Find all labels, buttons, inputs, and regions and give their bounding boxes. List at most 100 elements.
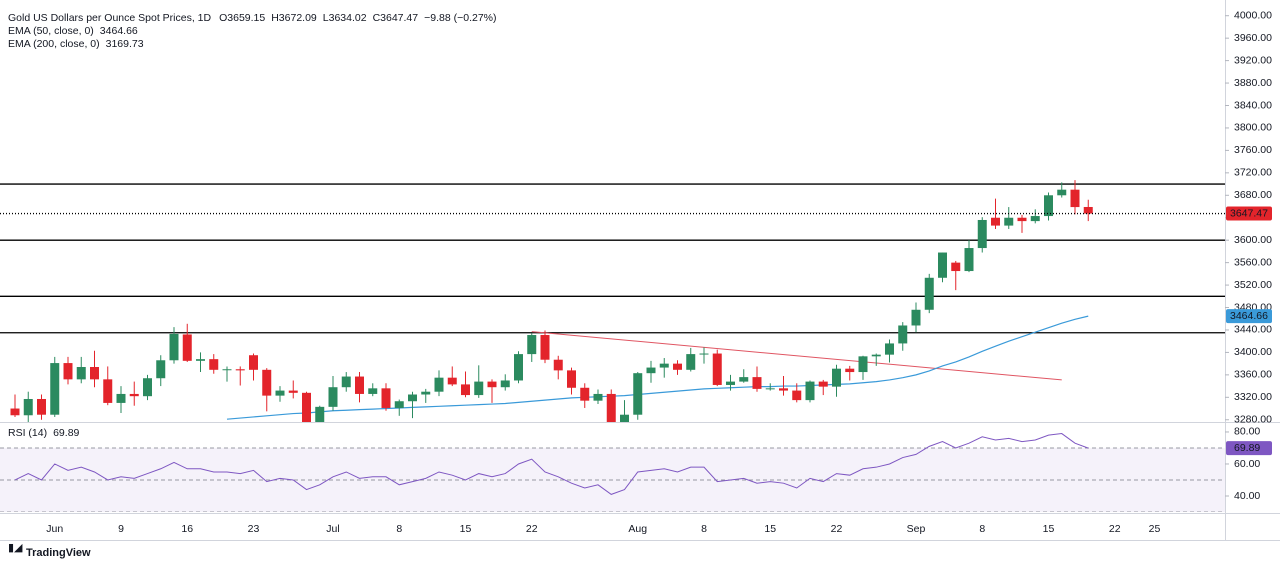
indicator-name: EMA (200, close, 0) <box>8 38 100 50</box>
candle-body <box>381 388 391 408</box>
x-tick-label: 8 <box>701 523 707 535</box>
candle-body <box>726 381 735 385</box>
candle-body <box>805 381 815 401</box>
y-tick-label: 3560.00 <box>1234 256 1272 268</box>
ohlc-value: C3647.47 <box>373 12 419 24</box>
x-tick-label: 9 <box>118 523 124 535</box>
candle-body <box>898 325 908 344</box>
candle-body <box>182 334 192 361</box>
price-tag <box>1226 309 1272 324</box>
candle-body <box>487 381 497 388</box>
candle-body <box>103 379 113 403</box>
candle-body <box>461 384 470 396</box>
candle-body <box>156 360 166 379</box>
candle-body <box>951 262 961 272</box>
candle-body <box>1044 195 1053 217</box>
x-tick-label: 16 <box>181 523 193 535</box>
candle-body <box>447 377 457 385</box>
ohlc-value: L3634.02 <box>323 12 367 24</box>
y-tick-label: 3720.00 <box>1234 167 1272 179</box>
candle-body <box>779 388 788 391</box>
candle-body <box>222 369 232 371</box>
x-tick-label: Jul <box>326 523 339 535</box>
candle-body <box>553 359 563 371</box>
candle-body <box>792 390 802 401</box>
candle-body <box>355 376 364 394</box>
x-tick-label: 22 <box>526 523 538 535</box>
candle-body <box>540 335 550 360</box>
candle-body <box>620 414 629 422</box>
candle-body <box>938 252 947 278</box>
y-tick-label: 3840.00 <box>1234 99 1272 111</box>
candle-body <box>765 388 775 390</box>
candle-body <box>328 387 338 407</box>
candle-body <box>434 377 444 392</box>
x-tick-label: 8 <box>979 523 985 535</box>
y-tick-label: 3320.00 <box>1234 391 1272 403</box>
rsi-y-tick-label: 60.00 <box>1234 458 1260 470</box>
x-tick-label: 25 <box>1149 523 1161 535</box>
trendline <box>531 331 1062 381</box>
candle-body <box>686 354 696 370</box>
candle-body <box>606 393 616 422</box>
x-tick-label: Sep <box>907 523 926 535</box>
candle-body <box>315 406 325 422</box>
candle-body <box>712 353 722 385</box>
candle-body <box>514 354 523 381</box>
price-tag-label: 3464.66 <box>1230 310 1268 322</box>
candle-body <box>964 248 974 272</box>
candle-body <box>116 393 126 403</box>
candle-body <box>858 356 868 373</box>
y-tick-label: 3520.00 <box>1234 279 1272 291</box>
candle-body <box>1030 216 1040 222</box>
axes: 3280.003320.003360.003400.003440.003480.… <box>46 9 1272 534</box>
y-tick-label: 4000.00 <box>1234 9 1272 21</box>
y-tick-label: 3880.00 <box>1234 77 1272 89</box>
candle-body <box>752 377 762 389</box>
candle-body <box>50 363 60 415</box>
candle-body <box>646 367 656 374</box>
candle-body <box>924 277 934 310</box>
candle-body <box>63 363 73 380</box>
candle-body <box>394 401 404 408</box>
candle-body <box>169 333 179 361</box>
x-tick-label: 15 <box>1043 523 1055 535</box>
x-tick-label: 22 <box>831 523 843 535</box>
y-tick-label: 3360.00 <box>1234 369 1272 381</box>
x-tick-label: 8 <box>396 523 402 535</box>
candle-body <box>1017 217 1027 222</box>
candle-body <box>1083 206 1093 214</box>
rsi-y-tick-label: 80.00 <box>1234 426 1260 438</box>
ema-line <box>226 315 1089 420</box>
candle-body <box>593 393 603 401</box>
chart-title: Gold US Dollars per Ounce Spot Prices, 1… <box>8 12 212 24</box>
candle-body <box>302 392 311 422</box>
candle-body <box>739 377 749 382</box>
candle-body <box>474 381 484 396</box>
rsi-line <box>14 433 1089 495</box>
y-tick-label: 3440.00 <box>1234 324 1272 336</box>
ohlc-value: H3672.09 <box>271 12 317 24</box>
candle-body <box>249 355 258 370</box>
candle-body <box>37 398 46 415</box>
candle-body <box>633 373 643 415</box>
x-tick-label: 22 <box>1109 523 1121 535</box>
rsi-value: 69.89 <box>53 427 79 439</box>
candle-body <box>527 335 537 355</box>
candle-body <box>699 353 709 355</box>
candle-body <box>818 381 828 387</box>
candle-body <box>10 408 20 416</box>
y-tick-label: 3800.00 <box>1234 122 1272 134</box>
price-tag-label: 3647.47 <box>1230 207 1268 219</box>
y-tick-label: 3760.00 <box>1234 144 1272 156</box>
candle-body <box>991 217 1000 226</box>
candle-body <box>673 363 682 370</box>
candle-body <box>911 309 921 326</box>
rsi-y-tick-label: 40.00 <box>1234 490 1260 502</box>
ohlc-value: −9.88 (−0.27%) <box>424 12 496 24</box>
y-tick-label: 3960.00 <box>1234 32 1272 44</box>
price-pane <box>0 180 1225 422</box>
candle-body <box>129 393 139 397</box>
x-tick-label: Jun <box>46 523 63 535</box>
x-tick-label: Aug <box>628 523 647 535</box>
